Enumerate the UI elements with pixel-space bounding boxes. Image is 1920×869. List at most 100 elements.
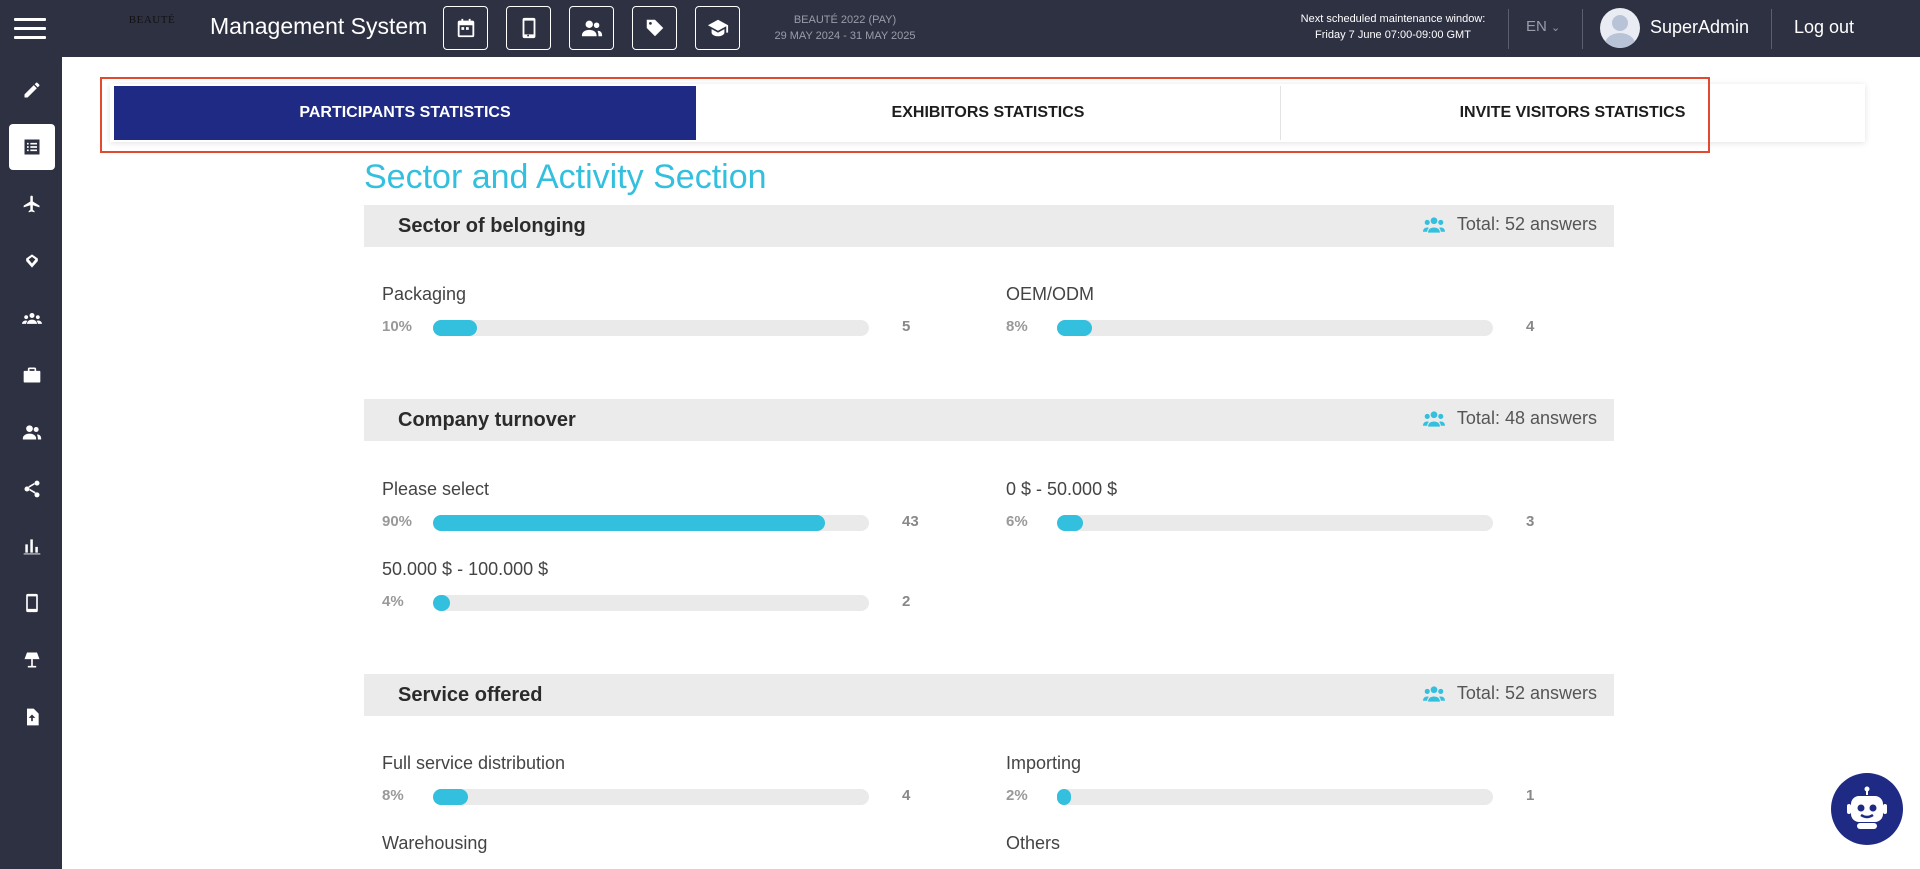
answer-count: 1 [1526,787,1535,804]
top-bar: BEAUTÉ Management System BEAUTÉ 2022 (PA… [0,0,1920,57]
question-title: Service offered [398,684,543,706]
sidebar-item-lamp[interactable] [9,637,55,683]
briefcase-icon [23,367,41,383]
section-title: Sector and Activity Section [364,158,767,196]
answer-label: Importing [1006,753,1082,773]
progress-track [433,515,869,531]
progress-fill [433,515,826,531]
mobile-icon[interactable] [506,6,551,50]
answer-item: Others [1006,833,1566,863]
tab-invite-visitors-statistics[interactable]: INVITE VISITORS STATISTICS [1459,104,1686,121]
answer-item: 50.000 $ - 100.000 $ 4% 2 [382,559,942,619]
question-title: Sector of belonging [398,215,586,237]
progress-track [433,320,869,336]
progress-fill [433,789,468,805]
sidebar-item-list[interactable] [9,124,55,170]
tab-exhibitors-statistics[interactable]: EXHIBITORS STATISTICS [891,104,1085,121]
sidebar-item-upload[interactable] [9,694,55,740]
calendar-icon[interactable] [443,6,488,50]
maintenance-window: Friday 7 June 07:00-09:00 GMT [1315,29,1471,41]
answer-count: 43 [902,513,919,530]
question-total: Total: 48 answers [1422,408,1597,429]
answer-item: Please select 90% 43 [382,479,942,539]
pencil-icon [24,82,40,98]
answer-count: 2 [902,593,911,610]
sidebar-item-briefcase[interactable] [9,352,55,398]
progress-fill [1057,789,1071,805]
answer-label: 0 $ - 50.000 $ [1006,479,1118,499]
event-name: BEAUTÉ 2022 (PAY) [793,14,897,26]
progress-fill [1057,515,1084,531]
sidebar-item-statistics[interactable] [9,523,55,569]
question-header: Company turnover Total: 48 answers [364,399,1614,441]
answer-label: Warehousing [382,833,488,853]
answer-item: Full service distribution 8% 4 [382,753,942,813]
progress-track [433,595,869,611]
sidebar-item-share[interactable] [9,466,55,512]
sidebar-item-mobile[interactable] [9,580,55,626]
answer-count: 5 [902,318,911,335]
brand-logo: BEAUTÉ [128,14,176,26]
answer-item: OEM/ODM 8% 4 [1006,284,1566,344]
progress-track [1057,789,1493,805]
top-icon-toolbar [443,6,740,50]
hamburger-menu-icon[interactable] [14,18,46,40]
users-icon [1422,410,1445,427]
question-header: Sector of belonging Total: 52 answers [364,205,1614,247]
users-icon[interactable] [569,6,614,50]
app-title: Management System [210,13,428,39]
answer-percent: 90% [382,513,413,530]
answer-percent: 8% [1006,318,1028,335]
answer-item: Packaging 10% 5 [382,284,942,344]
users-icon [22,425,42,440]
graduation-cap-icon[interactable] [695,6,740,50]
answer-label: OEM/ODM [1006,284,1094,304]
progress-track [1057,515,1493,531]
maintenance-notice: Next scheduled maintenance window: Frida… [1288,11,1498,43]
sidebar [0,57,62,869]
bar-chart-icon [23,539,41,555]
event-dates: 29 MAY 2024 - 31 MAY 2025 [774,30,916,42]
lamp-icon [24,652,40,668]
total-answers-text: Total: 52 answers [1456,683,1597,703]
tab-participants-statistics[interactable]: PARTICIPANTS STATISTICS [114,86,696,140]
chevron-down-icon: ⌄ [1551,22,1561,34]
total-answers-text: Total: 48 answers [1456,408,1597,428]
event-info: BEAUTÉ 2022 (PAY) 29 MAY 2024 - 31 MAY 2… [760,12,930,44]
users-icon [1422,216,1445,233]
answer-count: 4 [1526,318,1535,335]
question-title: Company turnover [398,409,576,431]
answer-percent: 4% [382,593,404,610]
chatbot-button[interactable] [1831,773,1903,845]
progress-fill [433,595,451,611]
avatar[interactable] [1600,8,1640,48]
answer-percent: 8% [382,787,404,804]
sidebar-item-handshake[interactable] [9,238,55,284]
answer-percent: 6% [1006,513,1028,530]
answer-item: Importing 2% 1 [1006,753,1566,813]
answer-label: Please select [382,479,490,499]
answer-label: Others [1006,833,1061,853]
sidebar-item-group[interactable] [9,295,55,341]
divider [1771,9,1772,49]
sidebar-item-plane[interactable] [9,181,55,227]
divider [1508,9,1509,49]
answer-label: Full service distribution [382,753,566,773]
file-upload-icon [27,708,39,726]
logout-button[interactable]: Log out [1794,17,1855,37]
answer-percent: 10% [382,318,413,335]
answer-item: 0 $ - 50.000 $ 6% 3 [1006,479,1566,539]
username[interactable]: SuperAdmin [1650,17,1750,37]
group-icon [22,313,42,324]
progress-track [1057,320,1493,336]
list-icon [24,139,40,155]
handshake-icon [26,254,38,268]
question-total: Total: 52 answers [1422,214,1597,235]
highlight-frame [100,77,1710,153]
tag-icon[interactable] [632,6,677,50]
sidebar-item-users[interactable] [9,409,55,455]
language-selector[interactable]: EN ⌄ [1526,18,1560,35]
sidebar-item-pencil[interactable] [9,67,55,113]
answer-label: Packaging [382,284,467,304]
maintenance-title: Next scheduled maintenance window: [1300,13,1486,25]
